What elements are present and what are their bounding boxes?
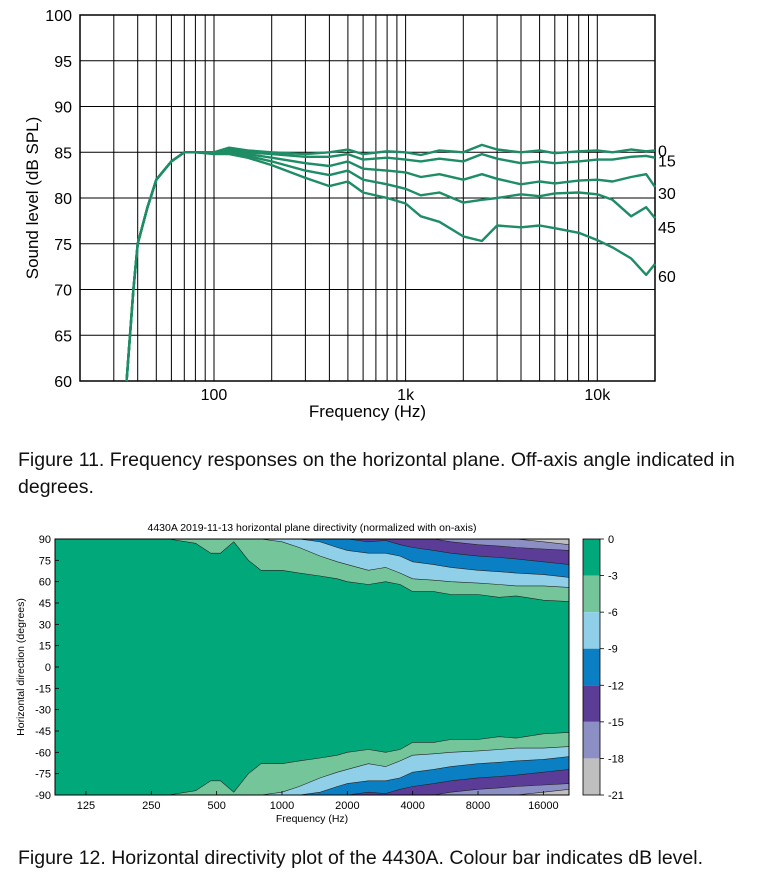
c1-y-tick-label: 95 — [54, 54, 72, 71]
colorbar-tick-label: -21 — [608, 790, 624, 802]
c1-series-label-60: 60 — [658, 269, 676, 286]
c1-y-axis-label: Sound level (dB SPL) — [23, 117, 42, 280]
c2-x-tick-label: 8000 — [466, 800, 490, 812]
colorbar-swatch — [583, 575, 600, 613]
c1-series-line-45 — [125, 151, 656, 382]
c1-series-line-60 — [125, 151, 656, 382]
colorbar-tick-label: -18 — [608, 753, 624, 765]
c1-y-tick-label: 70 — [54, 283, 72, 300]
c2-y-tick-label: -45 — [35, 726, 51, 738]
figure-12-caption: Figure 12. Horizontal directivity plot o… — [18, 847, 704, 869]
colorbar-swatch — [583, 758, 600, 795]
c2-x-tick-label: 250 — [142, 800, 160, 812]
c2-y-tick-label: -60 — [35, 747, 51, 759]
c2-y-tick-label: 15 — [39, 641, 51, 653]
c2-x-axis-label: Frequency (Hz) — [276, 813, 348, 825]
c2-x-tick-label: 500 — [207, 800, 225, 812]
c1-series-label-0: 0 — [658, 143, 667, 160]
c2-y-tick-label: -30 — [35, 705, 51, 717]
c2-x-tick-label: 16000 — [528, 800, 559, 812]
c1-y-tick-label: 90 — [54, 100, 72, 117]
c2-x-tick-label: 2000 — [335, 800, 359, 812]
c1-x-tick-label: 10k — [584, 387, 611, 404]
c2-y-tick-label: -90 — [35, 790, 51, 802]
colorbar-tick-label: -3 — [608, 571, 618, 583]
c2-y-tick-label: 60 — [39, 577, 51, 589]
colorbar-swatch — [583, 685, 600, 722]
colorbar-frame — [582, 538, 601, 796]
c1-x-tick-label: 100 — [201, 387, 228, 404]
c1-y-tick-label: 60 — [54, 374, 72, 391]
c1-series-lines — [125, 143, 656, 382]
c1-series-label-45: 45 — [658, 220, 676, 237]
c1-y-tick-label: 80 — [54, 191, 72, 208]
c2-y-tick-label: -15 — [35, 683, 51, 695]
c2-y-tick-label: 75 — [39, 555, 51, 567]
colorbar-tick-label: -15 — [608, 717, 624, 729]
colorbar: 0 -3 -6 -9 -12 -15 -18 -21 — [582, 534, 624, 802]
c2-y-tick-label: 45 — [39, 598, 51, 610]
c1-series-label-30: 30 — [658, 186, 676, 203]
figure-11-caption: Figure 11. Frequency responses on the ho… — [18, 449, 735, 498]
c2-y-tick-label: -75 — [35, 769, 51, 781]
c2-title: 4430A 2019-11-13 horizontal plane direct… — [148, 522, 477, 534]
c1-series-label-15: 15 — [658, 154, 676, 171]
c2-y-tick-label: 0 — [45, 662, 51, 674]
colorbar-swatch — [583, 539, 600, 576]
c1-labels: 60 65 70 75 80 85 90 95 100 100 1k 10k Frequency (Hz… — [23, 8, 676, 421]
c1-y-tick-label: 75 — [54, 237, 72, 254]
colorbar-swatch — [583, 612, 600, 649]
colorbar-tick-label: -12 — [608, 680, 624, 692]
c1-y-tick-label: 65 — [54, 328, 72, 345]
c1-plot-frame — [79, 14, 656, 382]
c2-x-tick-label: 4000 — [400, 800, 424, 812]
c1-gridlines — [79, 14, 656, 382]
c1-y-tick-label: 85 — [54, 145, 72, 162]
colorbar-tick-label: -9 — [608, 644, 618, 656]
c2-contour-fills — [54, 538, 570, 796]
colorbar-swatch — [583, 648, 600, 686]
c2-x-tick-label: 125 — [77, 800, 95, 812]
c2-y-tick-label: 30 — [39, 619, 51, 631]
frequency-response-chart: 60 65 70 75 80 85 90 95 100 100 1k 10k Frequency (Hz… — [23, 8, 676, 421]
colorbar-swatch — [583, 721, 600, 759]
c1-x-tick-label: 1k — [397, 387, 415, 404]
c2-y-axis-label: Horizontal direction (degrees) — [15, 598, 27, 736]
c2-labels: 90 75 60 45 30 15 0 -15 -30 -45 -60 -75 -90 125 250 500… — [15, 522, 559, 825]
colorbar-tick-label: 0 — [608, 534, 614, 546]
c2-x-tick-label: 1000 — [270, 800, 294, 812]
c2-y-tick-label: 90 — [39, 534, 51, 546]
c1-y-tick-label: 100 — [45, 8, 72, 25]
c1-x-axis-label: Frequency (Hz) — [309, 402, 426, 421]
colorbar-tick-label: -6 — [608, 607, 618, 619]
